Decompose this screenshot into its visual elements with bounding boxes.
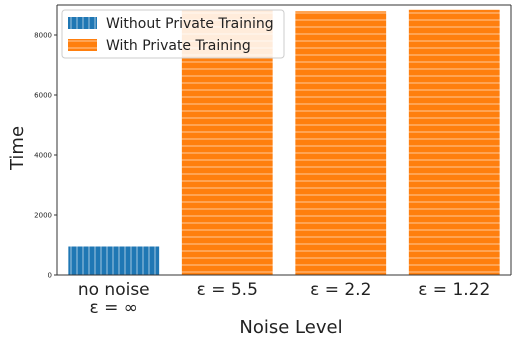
x-tick-label: ε = 5.5 xyxy=(197,280,258,300)
y-axis-title: Time xyxy=(7,126,28,171)
x-axis-title: Noise Level xyxy=(239,317,342,338)
legend-box xyxy=(61,9,285,59)
x-tick-label: ε = ∞ xyxy=(90,298,138,318)
x-tick-label: ε = 1.22 xyxy=(418,280,490,300)
legend-swatch-with-private-training xyxy=(68,39,97,51)
legend-swatch-without-private-training xyxy=(68,17,97,29)
y-tick-label: 2000 xyxy=(34,212,52,220)
legend: Without Private Training With Private Tr… xyxy=(61,9,285,59)
y-tick-label: 0 xyxy=(48,272,52,280)
y-tick-label: 4000 xyxy=(34,152,52,160)
y-ticks: 0 2000 4000 6000 8000 xyxy=(34,32,57,280)
legend-label-with-private-training: With Private Training xyxy=(106,38,251,54)
bar-with-private-training-3 xyxy=(408,9,500,276)
bar-with-private-training-2 xyxy=(295,11,387,276)
legend-label-without-private-training: Without Private Training xyxy=(106,16,274,32)
axes xyxy=(56,4,512,276)
y-tick-label: 6000 xyxy=(34,92,52,100)
bar-without-private-training-0 xyxy=(68,246,160,275)
y-tick-label: 8000 xyxy=(34,32,52,40)
x-tick-label: no noise xyxy=(78,280,150,300)
x-tick-label: ε = 2.2 xyxy=(310,280,371,300)
